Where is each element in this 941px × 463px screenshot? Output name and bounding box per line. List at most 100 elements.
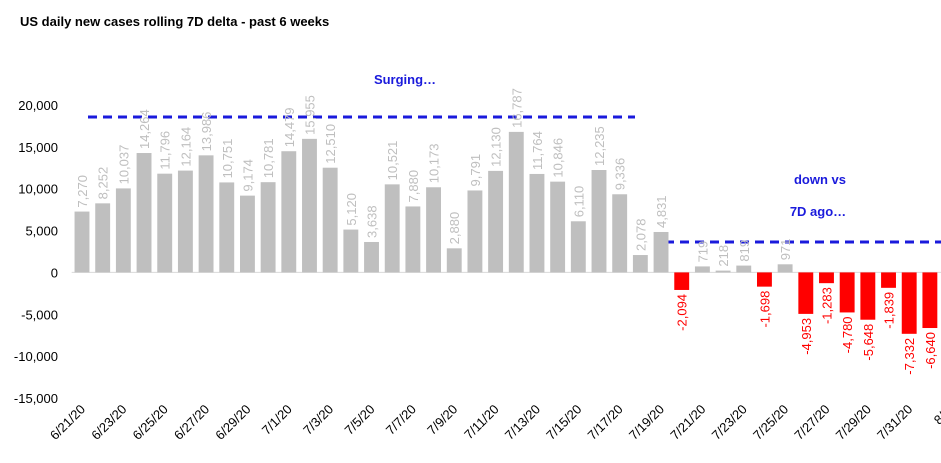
- value-label: -5,648: [861, 324, 876, 361]
- value-label: 10,037: [116, 145, 131, 185]
- value-label: 8,252: [96, 167, 111, 200]
- bar: [632, 255, 648, 273]
- value-label: 11,764: [530, 131, 545, 170]
- bar: [674, 272, 690, 290]
- value-label: 13,986: [199, 112, 214, 152]
- y-tick-label: -10,000: [14, 349, 58, 364]
- bar: [219, 182, 235, 273]
- value-label: 6,110: [571, 186, 586, 218]
- value-label: -7,332: [902, 338, 917, 375]
- bar: [570, 221, 586, 273]
- bar: [488, 170, 504, 273]
- value-label: -4,780: [840, 316, 855, 353]
- bar: [653, 231, 669, 273]
- x-tick-label: 7/3/20: [300, 402, 336, 438]
- value-label: 11,796: [158, 131, 173, 170]
- value-label: 12,510: [323, 124, 338, 164]
- value-label: 2,880: [447, 212, 462, 245]
- x-tick-label: 7/29/20: [833, 402, 874, 443]
- bar: [881, 272, 896, 288]
- x-tick-label: 7/21/20: [667, 402, 708, 443]
- value-label: 7,880: [406, 170, 421, 203]
- x-tick-label: 6/27/20: [171, 402, 212, 443]
- value-label: 12,235: [592, 126, 607, 166]
- bar: [736, 265, 752, 273]
- y-tick-label: -15,000: [14, 391, 58, 406]
- value-label: 10,781: [261, 138, 276, 178]
- y-tick-label: 5,000: [25, 224, 58, 239]
- annotation: Surging…: [374, 72, 436, 87]
- x-tick-label: 6/29/20: [212, 402, 253, 443]
- annotation: down vs: [794, 172, 846, 187]
- value-label: 16,787: [509, 88, 524, 128]
- x-tick-label: 7/13/20: [502, 402, 543, 443]
- x-tick-label: 7/25/20: [750, 402, 791, 443]
- value-label: 10,846: [551, 138, 566, 178]
- bar: [860, 272, 876, 320]
- value-label: -4,953: [799, 318, 814, 355]
- x-tick-label: 6/25/20: [130, 402, 171, 443]
- value-label: 9,174: [240, 159, 255, 192]
- value-label: -1,839: [882, 292, 897, 329]
- value-label: 15,955: [302, 95, 317, 135]
- value-label: 719: [695, 241, 710, 263]
- bar: [819, 272, 834, 284]
- x-tick-label: 7/31/20: [874, 402, 915, 443]
- x-tick-label: 7/27/20: [791, 402, 832, 443]
- bar: [384, 184, 400, 273]
- x-tick-label: 7/7/20: [383, 402, 419, 438]
- bar: [281, 151, 297, 273]
- value-label: 12,164: [178, 127, 193, 167]
- x-tick-label: 7/1/20: [259, 402, 295, 438]
- bar: [302, 138, 317, 273]
- x-tick-label: 7/23/20: [709, 402, 750, 443]
- y-tick-label: 15,000: [18, 140, 58, 155]
- value-label: -1,283: [819, 287, 834, 324]
- x-tick-label: 7/11/20: [461, 402, 502, 443]
- value-label: 7,270: [75, 175, 90, 208]
- bar: [446, 248, 462, 273]
- value-label: -6,640: [923, 332, 938, 369]
- value-label: 971: [778, 239, 793, 261]
- bar: [529, 173, 545, 273]
- bar: [694, 266, 710, 273]
- bar: [115, 188, 131, 273]
- x-tick-label: 8/2/: [931, 401, 941, 427]
- bar: [74, 211, 90, 273]
- value-label: 819: [737, 240, 752, 262]
- value-label: 14,264: [137, 109, 152, 149]
- value-label: 10,521: [385, 141, 400, 181]
- value-label: 9,336: [613, 158, 628, 191]
- bar: [198, 155, 214, 273]
- bar: [777, 264, 793, 273]
- value-label: -2,094: [675, 294, 690, 331]
- value-label: 218: [716, 245, 731, 267]
- y-tick-label: -5,000: [21, 307, 58, 322]
- bar: [343, 229, 359, 273]
- bar: [901, 272, 917, 334]
- value-label: -1,698: [757, 291, 772, 328]
- value-label: 3,638: [365, 205, 380, 238]
- bar: [239, 195, 255, 273]
- bar: [467, 190, 483, 273]
- value-label: 2,078: [633, 218, 648, 251]
- bar: [260, 182, 276, 273]
- annotation: 7D ago…: [790, 204, 846, 219]
- value-label: 4,831: [654, 195, 669, 228]
- x-tick-label: 7/17/20: [585, 402, 626, 443]
- bar: [715, 270, 731, 273]
- bar: [136, 153, 152, 273]
- y-tick-label: 10,000: [18, 182, 58, 197]
- bar: [508, 131, 524, 273]
- value-label: 9,791: [468, 154, 483, 187]
- x-tick-label: 7/15/20: [543, 402, 584, 443]
- bar: [550, 181, 566, 273]
- bar: [177, 170, 193, 273]
- value-label: 14,479: [282, 107, 297, 147]
- x-tick-label: 6/23/20: [88, 402, 129, 443]
- bar: [426, 187, 442, 273]
- value-label: 5,120: [344, 193, 359, 226]
- bar: [95, 203, 111, 273]
- x-tick-label: 7/5/20: [341, 402, 377, 438]
- value-label: 10,751: [220, 139, 235, 179]
